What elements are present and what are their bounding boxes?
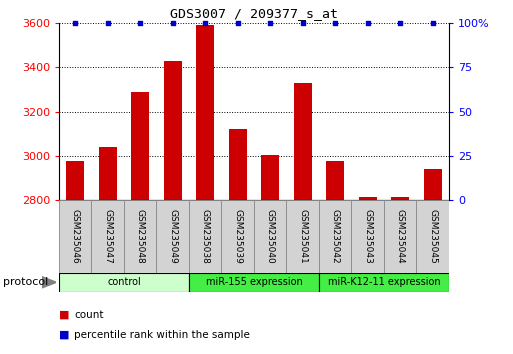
- Bar: [319, 273, 449, 292]
- Text: GSM235047: GSM235047: [103, 209, 112, 263]
- Text: GSM235042: GSM235042: [331, 209, 340, 263]
- Text: miR-155 expression: miR-155 expression: [206, 277, 302, 287]
- Bar: [156, 200, 189, 273]
- Bar: [59, 273, 189, 292]
- Point: [364, 20, 372, 26]
- Bar: [254, 200, 286, 273]
- Text: GSM235045: GSM235045: [428, 209, 437, 263]
- Point: [233, 20, 242, 26]
- Bar: [319, 200, 351, 273]
- Point: [71, 20, 80, 26]
- Bar: [59, 200, 91, 273]
- Point: [299, 20, 307, 26]
- Bar: [189, 200, 222, 273]
- Bar: [91, 200, 124, 273]
- Text: GSM235041: GSM235041: [298, 209, 307, 263]
- Text: ■: ■: [59, 310, 69, 320]
- Text: GSM235040: GSM235040: [266, 209, 274, 263]
- Text: GSM235046: GSM235046: [71, 209, 80, 263]
- Point: [136, 20, 144, 26]
- Bar: [131, 92, 149, 354]
- Bar: [286, 200, 319, 273]
- Text: GSM235038: GSM235038: [201, 209, 210, 264]
- Bar: [294, 83, 311, 354]
- Bar: [66, 161, 84, 354]
- Point: [266, 20, 274, 26]
- Bar: [359, 197, 377, 354]
- Bar: [261, 155, 279, 354]
- Point: [331, 20, 339, 26]
- Point: [428, 20, 437, 26]
- Point: [104, 20, 112, 26]
- Point: [169, 20, 177, 26]
- Bar: [424, 169, 442, 354]
- Bar: [189, 273, 319, 292]
- Text: control: control: [107, 277, 141, 287]
- Point: [201, 20, 209, 26]
- Bar: [164, 61, 182, 354]
- Bar: [222, 200, 254, 273]
- Polygon shape: [42, 277, 56, 288]
- Text: GSM235044: GSM235044: [396, 209, 405, 263]
- Bar: [384, 200, 417, 273]
- Text: miR-K12-11 expression: miR-K12-11 expression: [328, 277, 440, 287]
- Bar: [196, 25, 214, 354]
- Bar: [229, 129, 247, 354]
- Bar: [417, 200, 449, 273]
- Text: protocol: protocol: [3, 277, 48, 287]
- Bar: [391, 197, 409, 354]
- Text: GSM235039: GSM235039: [233, 209, 242, 264]
- Point: [396, 20, 404, 26]
- Bar: [124, 200, 156, 273]
- Bar: [351, 200, 384, 273]
- Text: GSM235049: GSM235049: [168, 209, 177, 263]
- Bar: [99, 147, 116, 354]
- Bar: [326, 161, 344, 354]
- Text: GSM235043: GSM235043: [363, 209, 372, 263]
- Text: GSM235048: GSM235048: [136, 209, 145, 263]
- Text: percentile rank within the sample: percentile rank within the sample: [74, 330, 250, 339]
- Title: GDS3007 / 209377_s_at: GDS3007 / 209377_s_at: [170, 7, 338, 21]
- Text: ■: ■: [59, 330, 69, 339]
- Text: count: count: [74, 310, 104, 320]
